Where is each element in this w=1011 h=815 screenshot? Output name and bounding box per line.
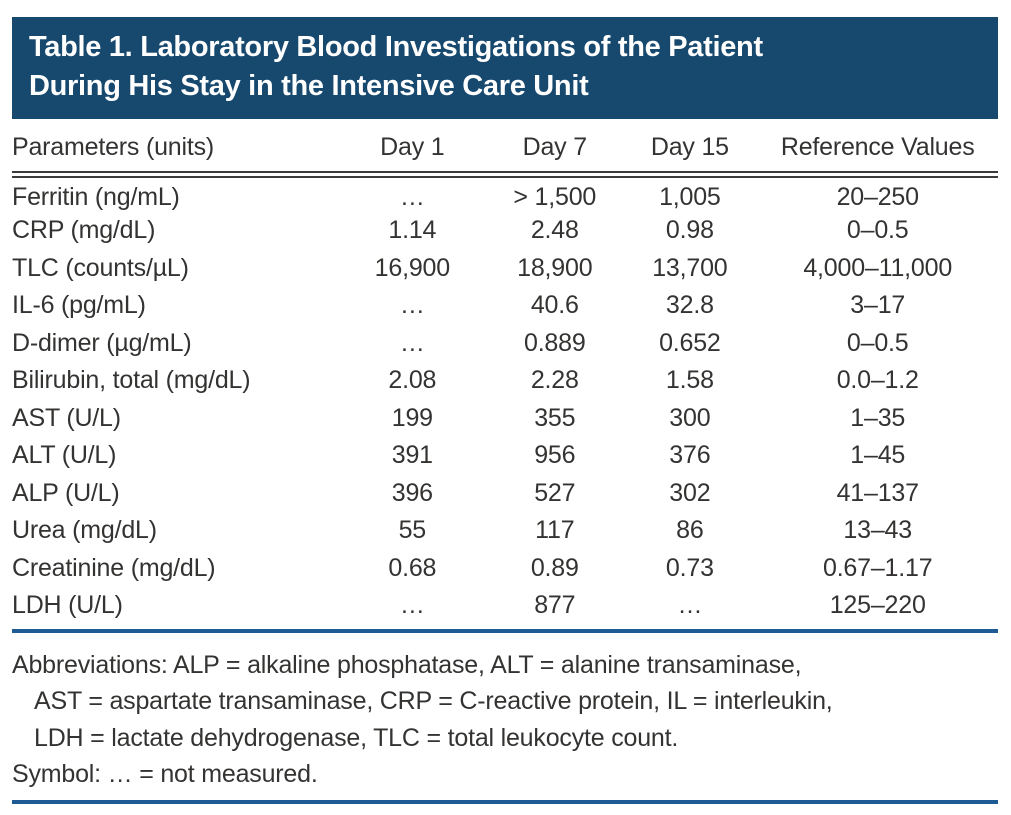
day1-value: 16,900: [374, 253, 450, 282]
day1-value: 55: [398, 516, 427, 545]
day1-value: 1.14: [388, 216, 437, 245]
day15-value: 0.98: [665, 216, 714, 245]
day15-value: 0.73: [665, 553, 714, 582]
table-title-line-1: Table 1. Laboratory Blood Investigations…: [29, 31, 763, 63]
table-row: TLC (counts/µL) 16,900 18,900 13,700 4,0…: [12, 250, 998, 288]
day7-value: 355: [534, 403, 576, 432]
parameter-cell: Bilirubin, total (mg/dL): [12, 366, 251, 395]
table-content: Parameters (units) Day 1 Day 7 Day 15 Re…: [12, 119, 998, 804]
parameter-cell: IL-6 (pg/mL): [12, 291, 146, 320]
table-row: LDH (U/L) … 877 … 125–220: [12, 587, 998, 625]
reference-value: 0–0.5: [846, 216, 909, 245]
table-row: D-dimer (µg/mL) … 0.889 0.652 0–0.5: [12, 325, 998, 363]
parameter-cell: Creatinine (mg/dL): [12, 553, 216, 582]
footer-rule: [12, 799, 998, 804]
day1-value: …: [399, 183, 425, 211]
reference-value: 0.67–1.17: [822, 553, 933, 582]
day15-value: …: [677, 591, 703, 620]
day1-value: …: [399, 591, 425, 620]
parameter-cell: Urea (mg/dL): [12, 516, 157, 545]
reference-value: 0.0–1.2: [836, 366, 919, 395]
abbreviations-note-line-3: LDH = lactate dehydrogenase, TLC = total…: [34, 723, 679, 752]
column-header-day1: Day 1: [337, 119, 488, 178]
day7-value: 0.89: [530, 553, 579, 582]
column-header-day15: Day 15: [622, 119, 758, 178]
reference-value: 3–17: [850, 291, 906, 320]
table-row: Ferritin (ng/mL) … > 1,500 1,005 20–250: [12, 175, 998, 213]
parameter-cell: AST (U/L): [12, 403, 121, 432]
parameter-cell: ALP (U/L): [12, 478, 120, 507]
day7-value: 0.889: [523, 328, 586, 357]
day15-value: 376: [669, 441, 711, 470]
parameter-cell: TLC (counts/µL): [12, 253, 189, 282]
reference-value: 1–45: [850, 441, 906, 470]
day1-value: …: [399, 291, 425, 320]
day7-value: 18,900: [517, 253, 593, 282]
column-header-day7: Day 7: [487, 119, 623, 178]
reference-value: 0–0.5: [846, 328, 909, 357]
day1-value: 396: [391, 478, 433, 507]
day7-value: 2.28: [530, 366, 579, 395]
day15-value: 0.652: [659, 328, 721, 357]
day1-value: 199: [391, 403, 433, 432]
day7-value: 117: [535, 516, 575, 545]
table-footnotes: Abbreviations: ALP = alkaline phosphatas…: [12, 647, 998, 793]
table-row: Bilirubin, total (mg/dL) 2.08 2.28 1.58 …: [12, 362, 998, 400]
table-title-line-2: During His Stay in the Intensive Care Un…: [29, 70, 589, 102]
day7-value: 527: [534, 478, 576, 507]
table-row: Creatinine (mg/dL) 0.68 0.89 0.73 0.67–1…: [12, 550, 998, 588]
day15-value: 300: [669, 403, 711, 432]
table-bottom-rule: [12, 628, 998, 633]
parameter-cell: D-dimer (µg/mL): [12, 328, 192, 357]
abbreviations-note-line-1: Abbreviations: ALP = alkaline phosphatas…: [12, 650, 802, 679]
reference-value: 13–43: [843, 516, 912, 545]
day1-value: 0.68: [388, 553, 437, 582]
parameter-cell: CRP (mg/dL): [12, 216, 156, 245]
reference-value: 41–137: [836, 478, 919, 507]
reference-value: 20–250: [836, 183, 919, 211]
symbol-note: Symbol: … = not measured.: [12, 760, 318, 788]
day15-value: 86: [676, 516, 704, 545]
day7-value: 40.6: [530, 291, 579, 320]
day15-value: 1.58: [665, 366, 714, 395]
day1-value: 391: [391, 441, 433, 470]
table-title-banner: Table 1. Laboratory Blood Investigations…: [12, 17, 998, 119]
table-row: AST (U/L) 199 355 300 1–35: [12, 400, 998, 438]
abbreviations-note-line-2: AST = aspartate transaminase, CRP = C-re…: [34, 687, 833, 715]
day15-value: 302: [669, 478, 711, 507]
parameter-cell: Ferritin (ng/mL): [12, 183, 180, 211]
table-row: Urea (mg/dL) 55 117 86 13–43: [12, 512, 998, 550]
day7-value: 877: [534, 591, 576, 620]
reference-value: 125–220: [829, 591, 926, 620]
day7-value: > 1,500: [513, 183, 597, 211]
day15-value: 13,700: [652, 253, 728, 282]
parameter-cell: ALT (U/L): [12, 441, 117, 470]
day1-value: …: [399, 328, 425, 357]
parameter-cell: LDH (U/L): [12, 591, 123, 620]
lab-investigations-table: Parameters (units) Day 1 Day 7 Day 15 Re…: [12, 119, 998, 625]
day7-value: 2.48: [530, 216, 579, 245]
day15-value: 1,005: [659, 183, 721, 211]
table-row: CRP (mg/dL) 1.14 2.48 0.98 0–0.5: [12, 212, 998, 250]
table-row: IL-6 (pg/mL) … 40.6 32.8 3–17: [12, 287, 998, 325]
reference-value: 1–35: [850, 403, 906, 432]
day7-value: 956: [534, 441, 576, 470]
table-header-row: Parameters (units) Day 1 Day 7 Day 15 Re…: [12, 119, 998, 178]
table-row: ALT (U/L) 391 956 376 1–45: [12, 437, 998, 475]
column-header-parameters: Parameters (units): [12, 119, 338, 178]
day1-value: 2.08: [388, 366, 437, 395]
column-header-reference-values: Reference Values: [757, 119, 998, 178]
day15-value: 32.8: [665, 291, 714, 320]
reference-value: 4,000–11,000: [803, 253, 953, 282]
table-row: ALP (U/L) 396 527 302 41–137: [12, 475, 998, 513]
